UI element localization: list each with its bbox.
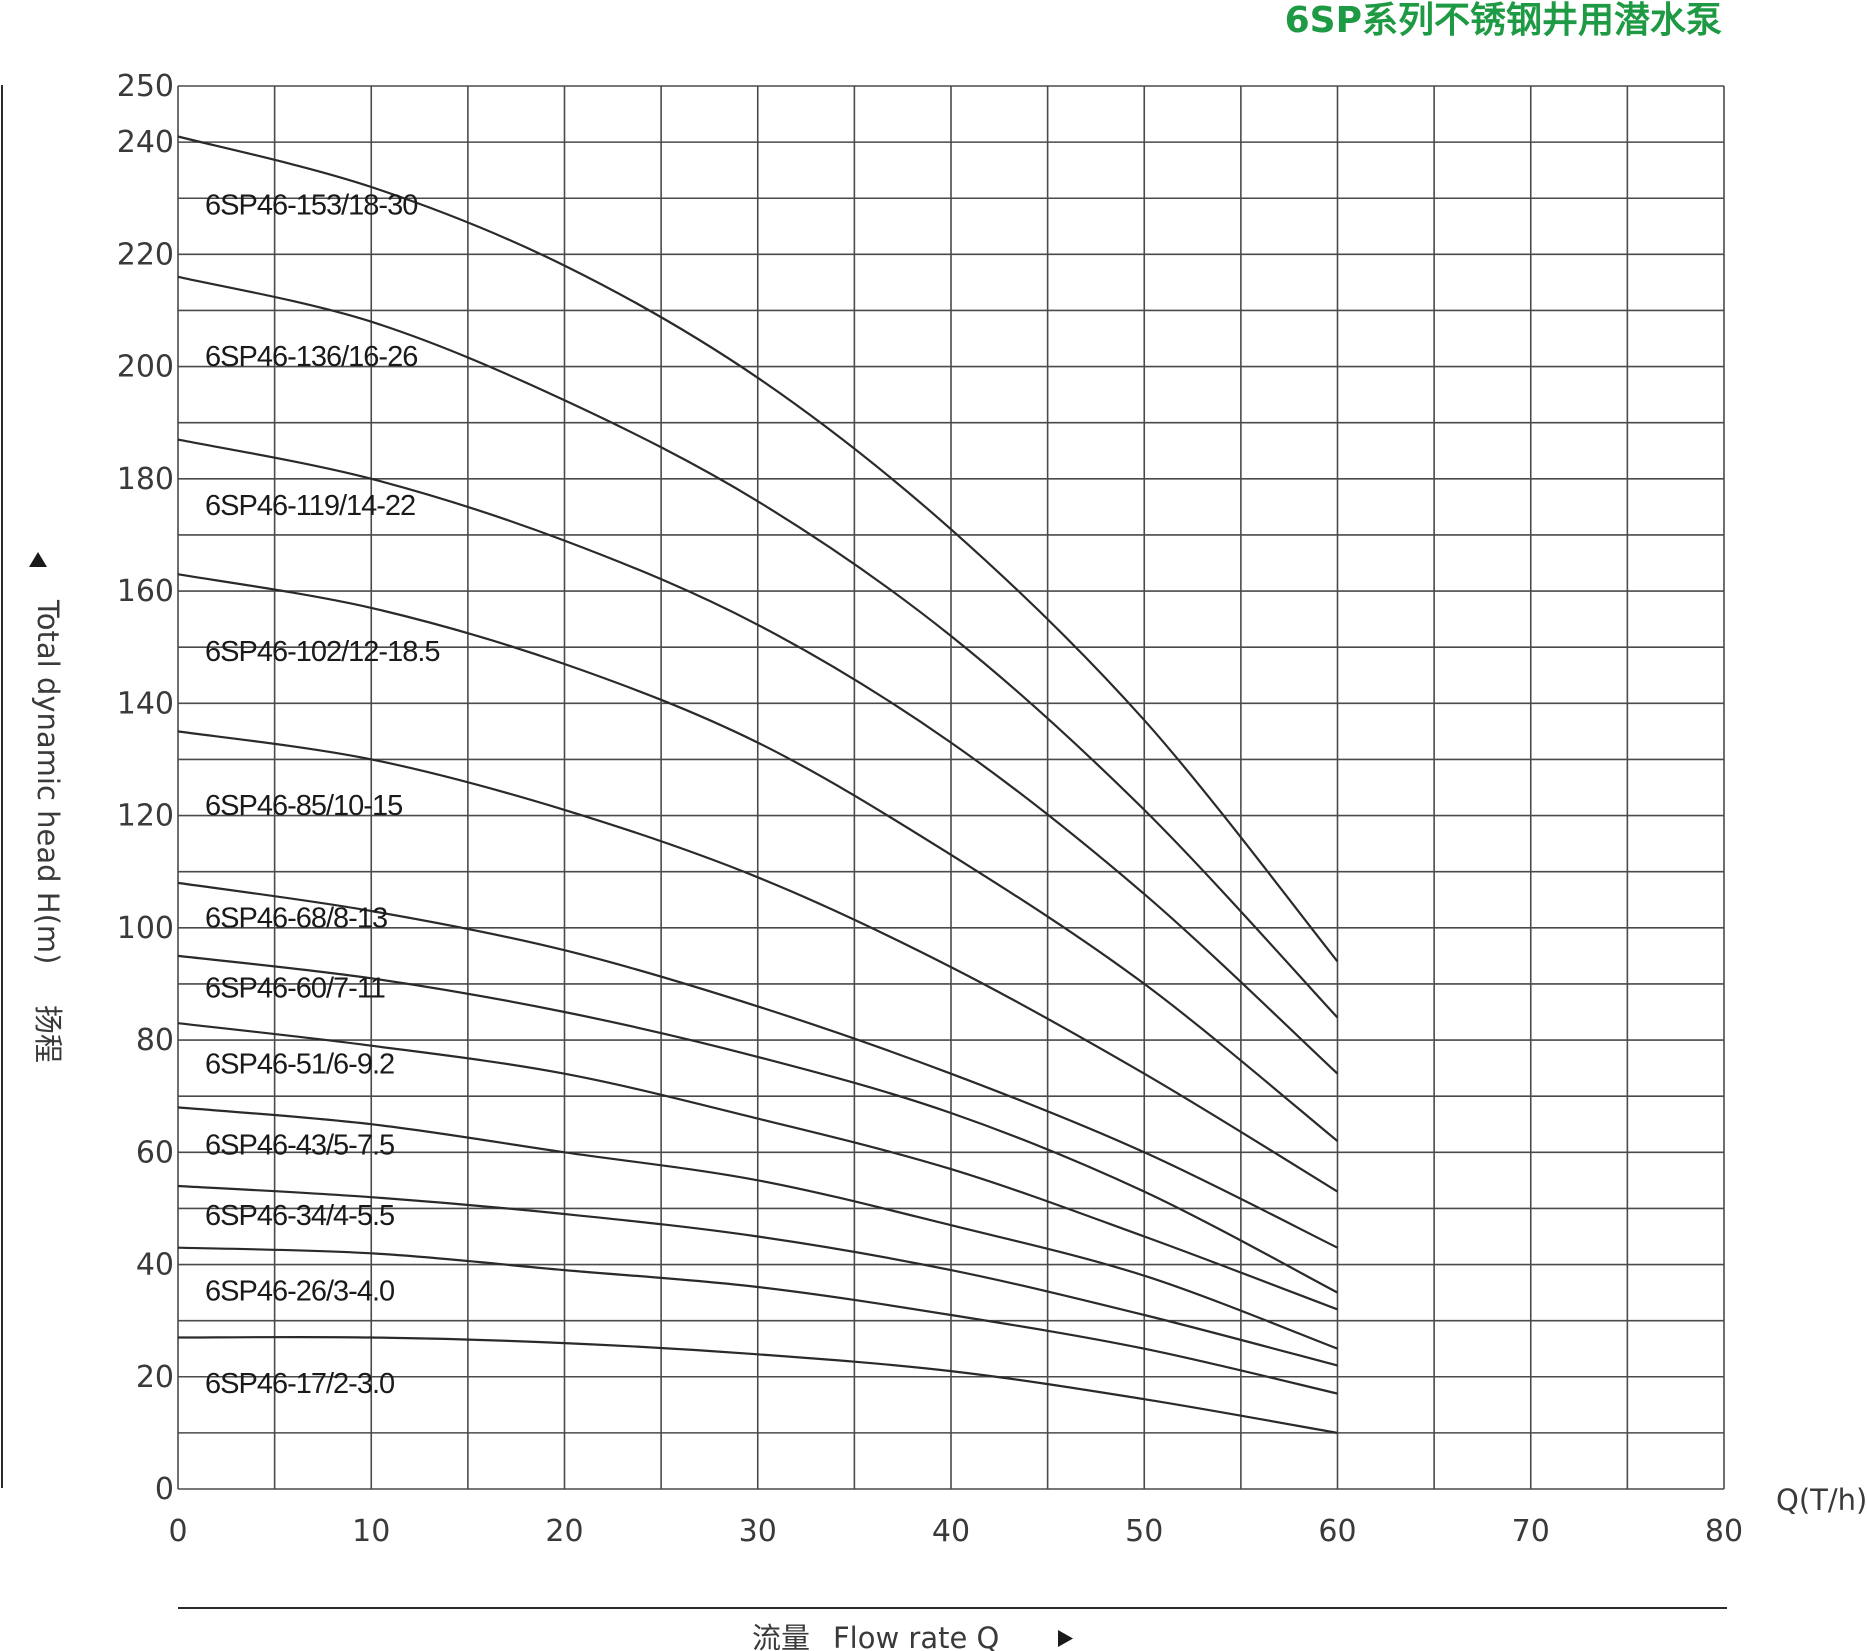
series-curve: [177, 1106, 1338, 1350]
x-axis-arrow-icon: [1058, 1630, 1073, 1647]
series-curves: [177, 135, 1339, 1434]
series-label: 6SP46-68/8-13: [205, 902, 387, 934]
x-tick-label: 70: [1512, 1514, 1550, 1549]
y-tick-label: 60: [136, 1135, 174, 1170]
x-tick-label: 60: [1318, 1514, 1356, 1549]
x-tick-label: 80: [1705, 1514, 1743, 1549]
series-curve: [177, 1184, 1338, 1367]
y-tick-label: 20: [136, 1360, 174, 1395]
series-label: 6SP46-153/18-30: [205, 190, 417, 222]
y-tick-label: 250: [117, 69, 174, 104]
y-axis-title: Total dynamic head H(m) 扬程: [31, 599, 65, 1063]
series-label: 6SP46-119/14-22: [205, 490, 415, 522]
chart-title: 6SP系列不锈钢井用潜水泵: [1285, 0, 1722, 41]
series-label: 6SP46-43/5-7.5: [205, 1130, 394, 1162]
series-label: 6SP46-60/7-11: [205, 973, 385, 1005]
x-tick-label: 50: [1125, 1514, 1163, 1549]
x-unit-label: Q(T/h): [1776, 1483, 1867, 1517]
series-label: 6SP46-17/2-3.0: [205, 1368, 394, 1400]
series-curve: [177, 135, 1339, 963]
y-tick-label: 180: [117, 462, 174, 497]
y-tick-label: 160: [117, 574, 174, 609]
series-label: 6SP46-102/12-18.5: [205, 636, 440, 668]
x-tick-label: 40: [932, 1514, 970, 1549]
x-tick-label: 30: [739, 1514, 777, 1549]
y-axis-arrow-icon: [29, 552, 47, 567]
y-axis-title-cn: 扬程: [31, 1005, 65, 1063]
series-label: 6SP46-85/10-15: [205, 790, 402, 822]
series-label: 6SP46-34/4-5.5: [205, 1200, 394, 1232]
y-tick-label: 100: [117, 911, 174, 946]
series-label: 6SP46-26/3-4.0: [205, 1276, 394, 1308]
y-tick-label: 240: [117, 125, 174, 160]
series-curve: [177, 438, 1339, 1075]
series-curve: [177, 1335, 1338, 1434]
series-curve: [177, 275, 1339, 1019]
series-label: 6SP46-136/16-26: [205, 341, 417, 373]
series-curve: [177, 1246, 1338, 1395]
x-tick-label: 20: [545, 1514, 583, 1549]
series-labels: 6SP46-153/18-30 6SP46-136/16-26 6SP46-119/…: [205, 190, 441, 1401]
y-tick-label: 140: [117, 686, 174, 721]
y-tick-label: 200: [117, 350, 174, 385]
y-tick-label: 40: [136, 1248, 174, 1283]
x-tick-label: 0: [168, 1514, 187, 1549]
y-tick-labels: 0 20 40 60 80 100 120 140 160 180 200 220 240 250: [117, 69, 174, 1507]
x-axis-title-cn: 流量: [752, 1621, 810, 1651]
y-tick-label: 120: [117, 799, 174, 834]
series-curve: [177, 573, 1339, 1142]
grid: [177, 85, 1725, 1490]
x-tick-labels: 0 10 20 30 40 50 60 70 80: [168, 1514, 1743, 1549]
series-curve: [177, 730, 1339, 1193]
series-label: 6SP46-51/6-9.2: [205, 1048, 394, 1080]
y-tick-label: 80: [136, 1023, 174, 1058]
x-axis-title-text: Flow rate Q: [833, 1621, 999, 1651]
x-tick-label: 10: [352, 1514, 390, 1549]
series-curve: [177, 881, 1338, 1249]
y-axis-title-text: Total dynamic head H(m): [31, 599, 65, 964]
y-tick-label: 0: [155, 1472, 174, 1507]
y-tick-label: 220: [117, 237, 174, 272]
series-curve: [177, 1022, 1338, 1311]
series-curve: [177, 954, 1339, 1294]
